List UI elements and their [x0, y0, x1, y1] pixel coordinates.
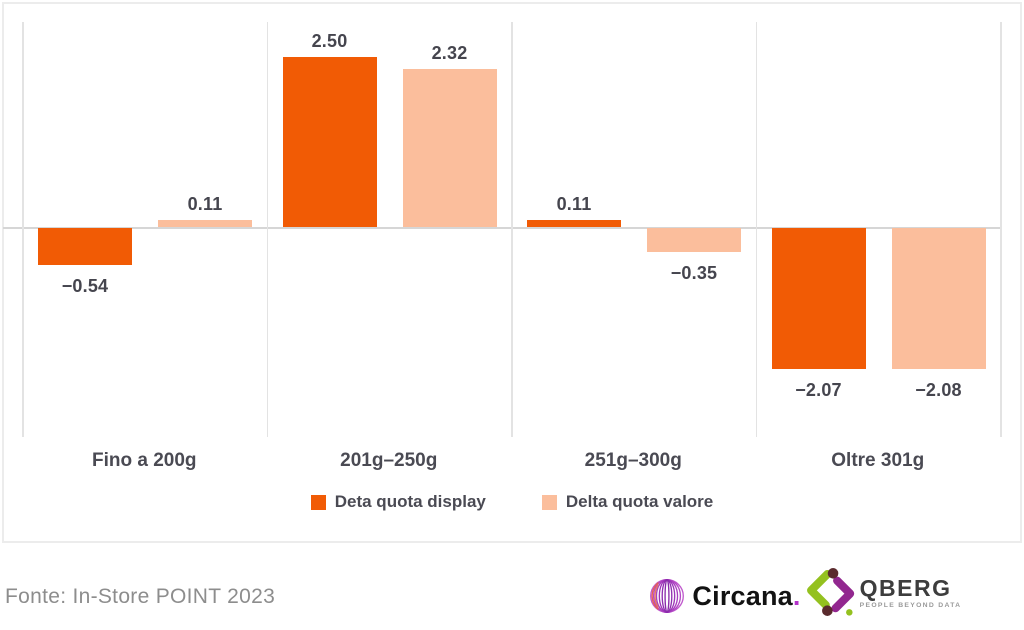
zero-axis-line: [3, 227, 1000, 229]
legend-swatch-icon: [541, 494, 557, 510]
qberg-text-column: QBERG PEOPLE BEYOND DATA: [860, 576, 962, 609]
value-label: −0.35: [670, 262, 718, 283]
value-label: −2.07: [795, 379, 842, 400]
qberg-diamond-icon: [803, 566, 855, 618]
bar-display-cat4: [771, 228, 866, 369]
legend-label: Deta quota display: [334, 492, 486, 511]
legend-label: Delta quota valore: [565, 492, 714, 511]
bar-valore-cat2: [402, 69, 497, 227]
category-label: 201g–250g: [340, 450, 438, 471]
category-label: Oltre 301g: [831, 450, 925, 471]
legend-swatch-icon: [310, 494, 326, 510]
value-label: 2.32: [431, 43, 468, 64]
category-gridline: [755, 22, 757, 437]
bar-display-cat2: [282, 57, 377, 227]
value-label: 0.11: [187, 193, 223, 214]
category-gridline: [266, 22, 268, 437]
circana-globe-icon: [644, 573, 690, 619]
category-label: 251g–300g: [584, 450, 682, 471]
category-gridline: [1000, 22, 1002, 437]
qberg-tagline: PEOPLE BEYOND DATA: [859, 601, 962, 609]
circana-period: .: [792, 580, 801, 611]
circana-wordmark: Circana.: [692, 580, 801, 611]
category-gridline: [22, 22, 24, 437]
legend-item: Delta quota valore: [541, 492, 714, 512]
category-label: Fino a 200g: [91, 450, 197, 471]
bar-display-cat1: [38, 228, 132, 265]
legend-item: Deta quota display: [310, 492, 486, 512]
circana-logo: Circana.: [644, 566, 801, 626]
bar-valore-cat3: [647, 228, 741, 252]
value-label: −0.54: [61, 275, 109, 296]
source-note: Fonte: In-Store POINT 2023: [5, 585, 276, 608]
bar-display-cat3: [527, 219, 621, 227]
value-label: 2.50: [311, 31, 348, 51]
qberg-wordmark: QBERG: [859, 574, 952, 601]
qberg-logo: QBERG PEOPLE BEYOND DATA: [803, 558, 960, 626]
value-label: −2.08: [915, 380, 962, 401]
value-label: 0.11: [556, 193, 592, 214]
category-gridline: [511, 22, 513, 437]
bar-valore-cat4: [891, 228, 986, 370]
chart-legend: Deta quota display Delta quota valore: [0, 492, 1024, 512]
bar-valore-cat1: [158, 219, 252, 227]
